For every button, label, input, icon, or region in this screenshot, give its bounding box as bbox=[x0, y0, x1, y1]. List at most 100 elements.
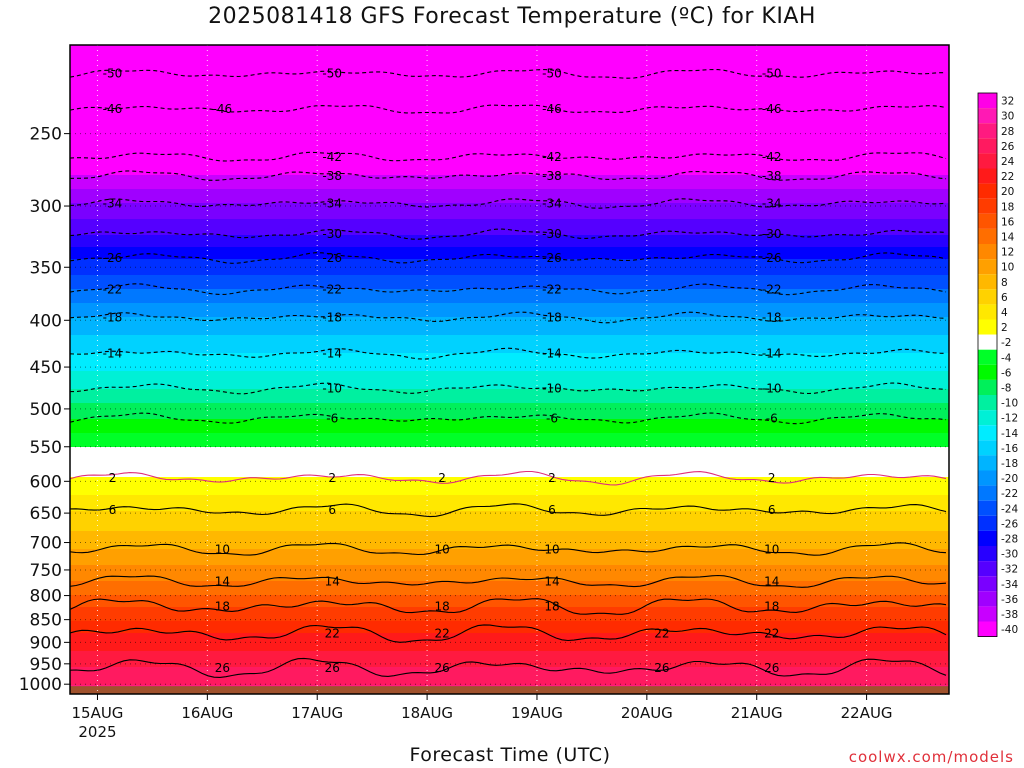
contour-label: 18 bbox=[215, 599, 230, 613]
contour-label: -14 bbox=[762, 347, 782, 361]
colorbar-label: -24 bbox=[1001, 503, 1018, 515]
temperature-band bbox=[70, 539, 949, 542]
colorbar-swatch bbox=[978, 425, 997, 441]
temperature-band bbox=[70, 675, 949, 678]
y-tick-label: 950 bbox=[30, 655, 62, 675]
temperature-band bbox=[70, 213, 949, 216]
temperature-band bbox=[70, 645, 949, 648]
temperature-band bbox=[70, 585, 949, 588]
temperature-band bbox=[70, 49, 949, 52]
temperature-band bbox=[70, 59, 949, 62]
temperature-band bbox=[70, 295, 949, 298]
contour-label: -46 bbox=[542, 102, 562, 116]
colorbar-label: -22 bbox=[1001, 488, 1018, 500]
temperature-band bbox=[70, 417, 949, 420]
temperature-band bbox=[70, 545, 949, 548]
temperature-band bbox=[70, 515, 949, 518]
temperature-band bbox=[70, 111, 949, 114]
temperature-band bbox=[70, 513, 949, 516]
temperature-band bbox=[70, 93, 949, 96]
temperature-band bbox=[70, 241, 949, 244]
temperature-band bbox=[70, 613, 949, 616]
contour-label: -18 bbox=[322, 310, 342, 324]
colorbar-swatch bbox=[978, 168, 997, 184]
temperature-band bbox=[70, 75, 949, 78]
temperature-band bbox=[70, 497, 949, 500]
isotherm-22 bbox=[70, 624, 947, 643]
colorbar-label: 18 bbox=[1001, 201, 1014, 213]
temperature-band bbox=[70, 259, 949, 262]
temperature-band bbox=[70, 157, 949, 160]
colorbar-label: 22 bbox=[1001, 171, 1014, 183]
temperature-band bbox=[70, 487, 949, 490]
colorbar-swatch bbox=[978, 576, 997, 592]
temperature-band bbox=[70, 449, 949, 452]
temperature-band bbox=[70, 305, 949, 308]
contour-label: -50 bbox=[542, 67, 562, 81]
temperature-band bbox=[70, 365, 949, 368]
temperature-band bbox=[70, 521, 949, 524]
contour-label: 26 bbox=[764, 661, 779, 675]
colorbar-label: -28 bbox=[1001, 533, 1018, 545]
temperature-band bbox=[70, 207, 949, 210]
contour-label: -30 bbox=[322, 227, 342, 241]
colorbar-label: -20 bbox=[1001, 473, 1018, 485]
temperature-band bbox=[70, 363, 949, 366]
contour-label: 6 bbox=[109, 503, 117, 517]
temperature-band bbox=[70, 659, 949, 662]
temperature-band bbox=[70, 277, 949, 280]
temperature-band bbox=[70, 205, 949, 208]
contour-label: -6 bbox=[766, 411, 778, 425]
y-tick-label: 400 bbox=[30, 311, 62, 331]
temperature-band bbox=[70, 61, 949, 64]
temperature-band bbox=[70, 313, 949, 316]
temperature-band bbox=[70, 191, 949, 194]
temperature-band bbox=[70, 679, 949, 682]
temperature-band bbox=[70, 597, 949, 600]
temperature-band bbox=[70, 671, 949, 674]
temperature-band bbox=[70, 125, 949, 128]
temperature-band bbox=[70, 367, 949, 370]
temperature-band bbox=[70, 553, 949, 556]
temperature-band bbox=[70, 629, 949, 632]
y-tick-label: 1000 bbox=[19, 675, 62, 695]
temperature-band bbox=[70, 133, 949, 136]
temperature-band bbox=[70, 337, 949, 340]
temperature-band bbox=[70, 117, 949, 120]
plot-frame bbox=[69, 44, 950, 695]
temperature-band bbox=[70, 55, 949, 58]
contour-label: -50 bbox=[322, 67, 342, 81]
temperature-band bbox=[70, 201, 949, 204]
temperature-band bbox=[70, 275, 949, 278]
temperature-band bbox=[70, 465, 949, 468]
temperature-band bbox=[70, 299, 949, 302]
contour-label: 14 bbox=[325, 574, 340, 588]
y-tick-label: 300 bbox=[30, 197, 62, 217]
ground-surface bbox=[70, 686, 949, 694]
contour-label: -26 bbox=[542, 251, 562, 265]
contour-label: -14 bbox=[542, 347, 562, 361]
contour-label: 2 bbox=[438, 471, 446, 485]
temperature-band bbox=[70, 543, 949, 546]
temperature-band bbox=[70, 219, 949, 222]
temperature-band bbox=[70, 343, 949, 346]
temperature-band bbox=[70, 561, 949, 564]
temperature-band bbox=[70, 83, 949, 86]
contour-label: 22 bbox=[325, 626, 340, 640]
temperature-band bbox=[70, 537, 949, 540]
x-tick-label: 21AUG bbox=[731, 704, 783, 722]
contour-label: -34 bbox=[762, 196, 782, 210]
temperature-band bbox=[70, 81, 949, 84]
temperature-band bbox=[70, 411, 949, 414]
temperature-band bbox=[70, 463, 949, 466]
temperature-band bbox=[70, 189, 949, 192]
temperature-band bbox=[70, 677, 949, 680]
temperature-band bbox=[70, 409, 949, 412]
temperature-band bbox=[70, 599, 949, 602]
temperature-band bbox=[70, 541, 949, 544]
temperature-band bbox=[70, 471, 949, 474]
temperature-band bbox=[70, 647, 949, 650]
contour-label: -34 bbox=[322, 196, 342, 210]
isotherm--26 bbox=[70, 252, 947, 264]
temperature-band bbox=[70, 527, 949, 530]
